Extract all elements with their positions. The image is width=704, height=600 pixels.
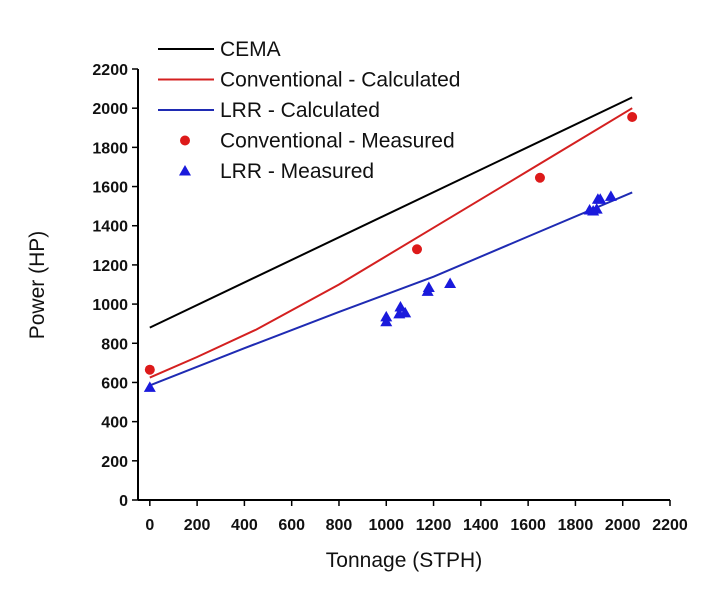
x-tick-label: 2000 <box>605 517 641 534</box>
series-line <box>149 96 633 329</box>
legend-item: LRR - Calculated <box>158 99 380 122</box>
x-tick-label: 800 <box>326 517 353 534</box>
legend-swatch <box>179 165 191 176</box>
y-tick-label: 400 <box>101 415 128 432</box>
legend-item: LRR - Measured <box>179 160 374 183</box>
data-point <box>534 172 545 183</box>
data-point <box>627 111 638 122</box>
legend-swatch <box>180 135 190 146</box>
x-tick-label: 1400 <box>463 517 499 534</box>
y-tick-label: 800 <box>101 336 128 353</box>
y-tick-label: 1200 <box>92 258 128 275</box>
series-line <box>149 107 633 379</box>
y-tick-label: 1600 <box>92 180 128 197</box>
x-tick-label: 600 <box>278 517 305 534</box>
legend-label: Conventional - Calculated <box>220 69 460 92</box>
legend-item: CEMA <box>158 38 281 61</box>
legend-label: Conventional - Measured <box>220 130 455 153</box>
series-line <box>149 191 633 387</box>
data-point <box>594 193 607 204</box>
data-point <box>444 277 457 289</box>
y-tick-label: 2200 <box>92 62 128 79</box>
legend-item: Conventional - Calculated <box>158 69 460 92</box>
series-layer <box>143 96 638 392</box>
x-tick-label: 1600 <box>510 517 546 534</box>
data-point <box>604 190 617 201</box>
ticks: 0200400600800100012001400160018002000220… <box>92 62 687 534</box>
data-point <box>590 203 603 214</box>
data-point <box>399 306 412 318</box>
y-axis-title: Power (HP) <box>26 231 49 340</box>
x-axis-title: Tonnage (STPH) <box>326 549 482 572</box>
y-tick-label: 1800 <box>92 140 128 157</box>
y-tick-label: 600 <box>101 375 128 392</box>
x-tick-label: 0 <box>145 517 154 534</box>
data-point <box>422 281 435 292</box>
y-tick-label: 0 <box>119 493 128 510</box>
legend-item: Conventional - Measured <box>180 130 455 153</box>
data-point <box>412 244 423 255</box>
data-point <box>394 301 407 312</box>
y-tick-label: 1000 <box>92 297 128 314</box>
legend-label: LRR - Measured <box>220 160 374 183</box>
x-tick-label: 200 <box>184 517 211 534</box>
x-tick-label: 2200 <box>652 517 688 534</box>
data-point <box>143 381 156 392</box>
x-tick-label: 1800 <box>558 517 594 534</box>
x-tick-label: 1200 <box>416 517 452 534</box>
data-point <box>380 310 393 322</box>
legend: CEMA Conventional - Calculated LRR - Calcu… <box>158 38 460 183</box>
y-tick-label: 2000 <box>92 101 128 118</box>
legend-label: LRR - Calculated <box>220 99 380 122</box>
data-point <box>144 364 155 375</box>
y-tick-label: 200 <box>101 454 128 471</box>
x-tick-label: 400 <box>231 517 258 534</box>
y-tick-label: 1400 <box>92 219 128 236</box>
x-tick-label: 1000 <box>368 517 404 534</box>
legend-label: CEMA <box>220 38 281 61</box>
axes <box>137 69 670 501</box>
